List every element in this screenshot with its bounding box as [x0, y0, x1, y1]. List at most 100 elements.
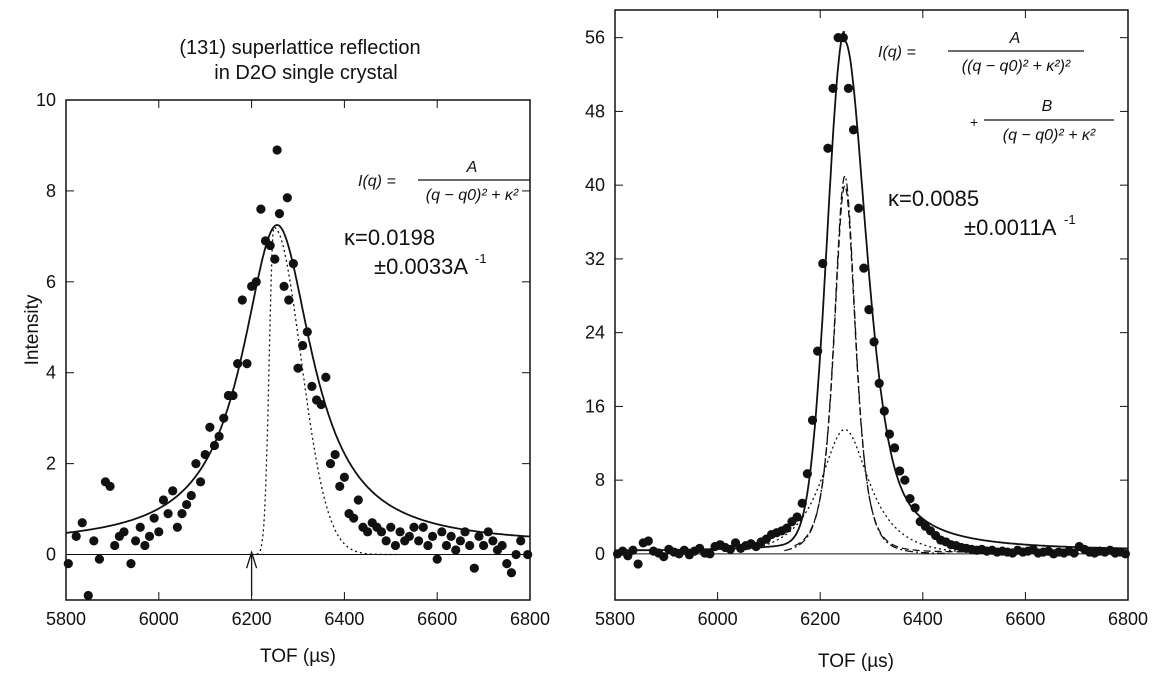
- left-data-point: [256, 204, 266, 214]
- left-data-point: [242, 359, 252, 369]
- left-data-point: [237, 295, 247, 305]
- left-data-point: [233, 359, 243, 369]
- left-data-point: [219, 413, 229, 423]
- left-data-point: [177, 509, 187, 519]
- left-data-point: [251, 277, 261, 287]
- left-data-point: [228, 390, 238, 401]
- right-y-tick-label: 40: [585, 175, 605, 195]
- left-plot-area: 5800 6000 6200 6400 6600 6800 0 2 4 6 8 10: [36, 90, 550, 629]
- right-data-point: [838, 33, 848, 43]
- left-data-point: [488, 536, 498, 546]
- left-data-point: [282, 193, 292, 203]
- left-data-point: [149, 513, 159, 523]
- left-kappa-value: κ=0.0198: [344, 225, 435, 250]
- left-data-point: [395, 527, 405, 537]
- right-data-point: [848, 125, 859, 135]
- right-data-point: [843, 83, 854, 93]
- right-x-tick-label: 6200: [800, 609, 840, 629]
- right-data-point: [859, 263, 869, 273]
- left-data-point: [363, 527, 373, 537]
- left-position-arrowhead: [245, 550, 258, 569]
- left-data-point: [460, 527, 470, 537]
- right-data-point: [802, 469, 812, 479]
- right-data-point: [884, 429, 895, 439]
- right-y-tick-label: 24: [585, 323, 605, 343]
- left-data-point: [516, 536, 526, 546]
- right-data-point: [782, 523, 792, 533]
- left-data-point: [279, 281, 289, 291]
- right-x-tick-label: 5800: [595, 609, 635, 629]
- left-data-point: [325, 459, 336, 469]
- left-data-point: [446, 531, 456, 541]
- left-resolution-curve: [251, 226, 401, 556]
- right-data-point: [705, 549, 715, 559]
- right-data-point: [725, 544, 736, 554]
- left-data-point: [381, 536, 391, 546]
- left-data-point: [144, 531, 155, 541]
- left-data-point: [205, 422, 215, 432]
- left-data-point: [270, 254, 280, 264]
- left-x-tick-label: 6200: [232, 609, 272, 629]
- right-x-axis-label: TOF (µs): [818, 651, 894, 672]
- left-data-point: [432, 554, 442, 564]
- left-data-point: [293, 363, 303, 373]
- left-subtitle: in D2O single crystal: [214, 62, 397, 84]
- left-data-point: [94, 554, 105, 564]
- left-data-point: [414, 536, 424, 546]
- left-x-tick-label: 6800: [510, 609, 550, 629]
- left-data-point: [265, 240, 275, 251]
- left-data-point: [349, 513, 359, 523]
- left-data-point: [126, 559, 136, 569]
- left-data-point: [469, 563, 479, 573]
- left-plot-frame: [65, 99, 531, 601]
- left-data-point: [209, 440, 220, 451]
- left-data-point: [163, 509, 173, 519]
- left-y-tick-label: 0: [46, 545, 56, 565]
- right-x-tick-label: 6800: [1108, 609, 1148, 629]
- left-data-point: [89, 536, 99, 546]
- left-y-tick-label: 4: [46, 363, 56, 383]
- left-data-point: [298, 340, 308, 351]
- left-data-point: [214, 431, 224, 441]
- left-data-point: [376, 527, 387, 537]
- right-y-tick-label: 8: [595, 470, 605, 490]
- left-y-axis-label: Intensity: [22, 294, 43, 365]
- left-data-point: [330, 449, 340, 460]
- left-lorentzian-fit-curve: [65, 224, 531, 538]
- left-data-point: [339, 472, 349, 482]
- left-data-point: [110, 540, 120, 551]
- left-data-point: [140, 540, 150, 551]
- right-formula-denominator-a: ((q − q0)² + κ²)²: [962, 58, 1071, 75]
- right-data-point: [889, 443, 900, 453]
- right-y-tick-label: 0: [595, 544, 605, 564]
- left-x-tick-label: 6400: [324, 609, 364, 629]
- left-data-point: [83, 590, 93, 601]
- left-data-point: [404, 531, 414, 541]
- left-data-point: [284, 295, 294, 305]
- left-data-point: [154, 527, 164, 537]
- right-data-point: [828, 83, 838, 93]
- left-data-point: [186, 490, 196, 501]
- right-x-tick-label: 6600: [1005, 609, 1045, 629]
- left-data-point: [386, 522, 396, 532]
- right-y-tick-label: 48: [585, 101, 605, 121]
- right-data-point: [628, 545, 638, 555]
- left-data-point: [168, 486, 178, 496]
- left-data-point: [335, 481, 345, 491]
- left-data-point: [418, 522, 428, 532]
- right-kappa-value: κ=0.0085: [888, 186, 979, 211]
- right-data-point: [1120, 549, 1131, 559]
- right-data-point: [792, 512, 802, 522]
- left-data-point: [479, 540, 489, 551]
- left-data-point: [172, 522, 182, 532]
- right-resolution-curve: [748, 428, 1026, 555]
- left-data-point: [302, 327, 312, 337]
- left-data-point: [502, 559, 512, 569]
- right-data-point: [905, 493, 915, 504]
- left-data-point: [497, 540, 507, 551]
- left-formula-denominator: (q − q0)² + κ²: [426, 187, 519, 204]
- right-formula-plus: +: [970, 114, 978, 130]
- left-formula-numerator: A: [466, 159, 478, 176]
